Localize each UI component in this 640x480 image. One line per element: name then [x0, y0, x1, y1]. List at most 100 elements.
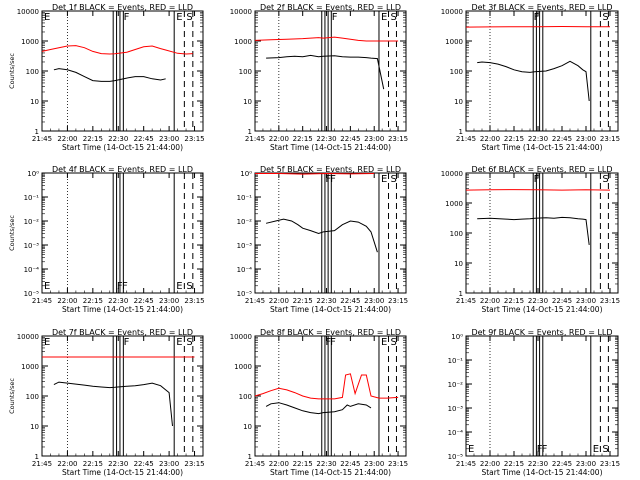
- x-tick-label: 21:45: [245, 135, 265, 143]
- lld-rate-line: [254, 373, 399, 400]
- x-tick-label: 23:00: [576, 297, 596, 305]
- x-tick-label: 22:30: [108, 297, 128, 305]
- x-tick-label: 22:30: [108, 460, 128, 468]
- y-axis-label: Counts/sec: [8, 215, 16, 251]
- y-tick-label: 1: [248, 453, 252, 461]
- x-tick-label: 23:00: [364, 460, 384, 468]
- y-tick-label: 10⁻²: [237, 218, 253, 226]
- event-marker-label: E: [44, 12, 50, 23]
- y-tick-label: 1000: [234, 363, 252, 371]
- events-rate-line: [265, 402, 372, 415]
- x-tick-label: 22:30: [316, 135, 336, 143]
- x-tick-label: 23:00: [576, 460, 596, 468]
- x-axis-label: Start Time (14-Oct-15 21:44:00): [62, 143, 183, 152]
- chart-title: Det 9f BLACK = Events, RED = LLD: [471, 328, 612, 337]
- y-tick-label: 10: [30, 423, 39, 431]
- y-tick-label: 10000: [17, 333, 39, 341]
- x-tick-label: 22:00: [57, 460, 77, 468]
- x-tick-label: 23:15: [388, 135, 408, 143]
- event-marker-label: S: [186, 12, 192, 23]
- x-tick-label: 21:45: [245, 297, 265, 305]
- events-rate-line: [53, 68, 166, 82]
- lld-rate-line: [255, 172, 375, 175]
- events-rate-line: [265, 218, 378, 253]
- y-tick-label: 100: [239, 393, 252, 401]
- event-marker-label: E: [381, 12, 387, 23]
- chart-title: Det 2f BLACK = Events, RED = LLD: [260, 3, 401, 12]
- x-tick-label: 23:00: [364, 135, 384, 143]
- y-tick-label: 10⁻⁵: [448, 453, 464, 461]
- x-tick-label: 22:30: [108, 135, 128, 143]
- event-marker-label: S: [391, 337, 397, 348]
- events-rate-line: [53, 381, 173, 427]
- x-tick-label: 22:45: [134, 135, 154, 143]
- chart-panel: Det 9f BLACK = Events, RED = LLD 10⁻⁵ 10⁻⁴…: [448, 328, 621, 477]
- event-marker-label: S: [602, 444, 608, 455]
- y-tick-label: 10⁻³: [237, 242, 253, 250]
- y-tick-label: 10⁰: [451, 333, 463, 341]
- x-tick-label: 22:45: [134, 460, 154, 468]
- event-marker-label: E: [593, 444, 599, 455]
- event-marker-label: S: [602, 12, 608, 23]
- plot-frame: [254, 335, 407, 457]
- x-tick-label: 22:15: [504, 135, 524, 143]
- x-tick-label: 23:15: [600, 460, 620, 468]
- event-marker-label: F: [534, 174, 540, 185]
- x-tick-label: 23:00: [159, 460, 179, 468]
- x-tick-label: 22:15: [293, 460, 313, 468]
- y-tick-label: 10: [454, 98, 463, 106]
- y-tick-label: 10⁻⁵: [237, 290, 253, 298]
- x-axis-label: Start Time (14-Oct-15 21:44:00): [481, 468, 602, 477]
- x-tick-label: 22:45: [552, 460, 572, 468]
- x-tick-label: 23:15: [184, 460, 204, 468]
- y-tick-label: 10⁻¹: [237, 194, 253, 202]
- y-tick-label: 1000: [21, 363, 39, 371]
- y-tick-label: 1: [459, 290, 463, 298]
- x-tick-label: 21:45: [32, 135, 52, 143]
- chart-panel: Det 3f BLACK = Events, RED = LLD 1 10 100 10…: [441, 3, 620, 152]
- y-tick-label: 10000: [441, 8, 463, 16]
- lld-rate-line: [41, 45, 193, 55]
- y-axis-label: Counts/sec: [8, 53, 16, 89]
- y-tick-label: 10: [243, 423, 252, 431]
- events-rate-line: [477, 60, 590, 102]
- x-tick-label: 22:15: [83, 297, 103, 305]
- x-tick-label: 22:45: [340, 297, 360, 305]
- plot-frame: [465, 172, 619, 294]
- event-marker-label: E: [44, 281, 50, 292]
- x-axis-label: Start Time (14-Oct-15 21:44:00): [270, 468, 391, 477]
- y-tick-label: 10⁻²: [448, 381, 464, 389]
- lld-rate-line: [254, 36, 399, 42]
- x-tick-label: 22:15: [83, 135, 103, 143]
- x-tick-label: 22:15: [83, 460, 103, 468]
- x-tick-label: 22:15: [504, 297, 524, 305]
- x-tick-label: 23:15: [388, 460, 408, 468]
- event-marker-label: F: [332, 12, 338, 23]
- event-marker-label: S: [602, 174, 608, 185]
- chart-panel: Det 7f BLACK = Events, RED = LLD 1 10 100 10…: [8, 328, 205, 477]
- x-tick-label: 23:15: [184, 297, 204, 305]
- x-tick-label: 23:15: [600, 135, 620, 143]
- lld-rate-line: [465, 25, 610, 28]
- event-marker-label: E: [176, 281, 182, 292]
- y-tick-label: 1000: [445, 38, 463, 46]
- y-tick-label: 100: [450, 68, 463, 76]
- y-tick-label: 10: [243, 98, 252, 106]
- x-tick-label: 22:15: [504, 460, 524, 468]
- y-tick-label: 10000: [441, 170, 463, 178]
- y-tick-label: 1: [35, 453, 39, 461]
- x-axis-label: Start Time (14-Oct-15 21:44:00): [270, 305, 391, 314]
- x-tick-label: 22:00: [269, 297, 289, 305]
- x-tick-label: 22:45: [134, 297, 154, 305]
- x-tick-label: 22:00: [480, 135, 500, 143]
- x-tick-label: 23:00: [159, 135, 179, 143]
- y-tick-label: 100: [450, 230, 463, 238]
- y-tick-label: 10⁻⁴: [448, 429, 464, 437]
- x-tick-label: 23:00: [364, 297, 384, 305]
- x-tick-label: 21:45: [245, 460, 265, 468]
- x-tick-label: 22:00: [57, 297, 77, 305]
- x-axis-label: Start Time (14-Oct-15 21:44:00): [481, 143, 602, 152]
- y-tick-label: 100: [239, 68, 252, 76]
- x-tick-label: 23:15: [388, 297, 408, 305]
- event-marker-label: S: [186, 337, 192, 348]
